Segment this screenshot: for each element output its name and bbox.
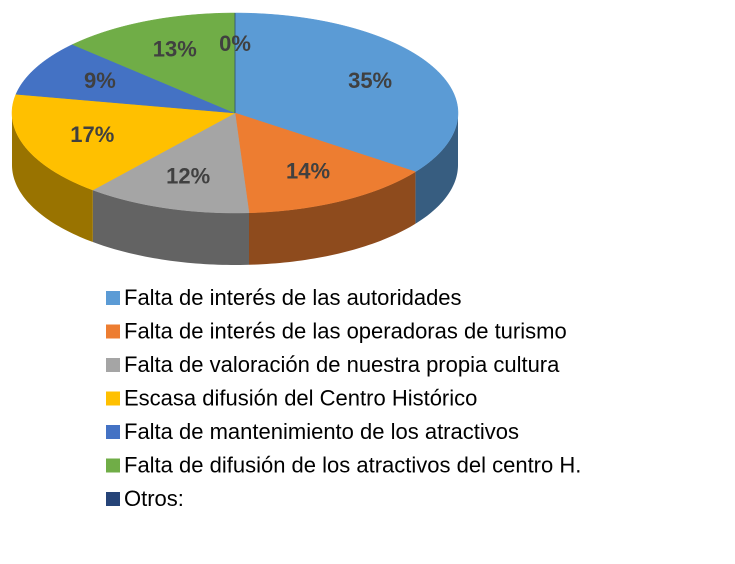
slice: [11, 93, 236, 191]
slice: [92, 112, 250, 214]
data-label: 12%: [166, 163, 210, 188]
data-label: 14%: [286, 158, 330, 183]
slice: [234, 112, 417, 214]
slice-side: [415, 113, 458, 224]
data-label: 9%: [84, 68, 116, 93]
data-label: 0%: [219, 31, 251, 56]
slice-side: [92, 190, 250, 265]
legend-label: Falta de difusión de los atractivos del …: [124, 452, 581, 477]
legend-swatch: [106, 291, 120, 305]
slice: [71, 12, 236, 114]
slice: [234, 12, 459, 173]
legend-swatch: [106, 324, 120, 339]
legend-swatch: [106, 425, 120, 439]
legend-label: Falta de interés de las operadoras de tu…: [124, 318, 567, 343]
legend-label: Falta de interés de las autoridades: [124, 285, 462, 310]
legend-label: Falta de valoración de nuestra propia cu…: [124, 352, 560, 377]
data-label: 13%: [153, 36, 197, 61]
legend-swatch: [106, 358, 120, 372]
legend-label: Falta de mantenimiento de los atractivos: [124, 419, 519, 444]
data-label: 35%: [348, 68, 392, 93]
data-label: 17%: [70, 122, 114, 147]
legend-label: Otros:: [124, 486, 184, 511]
legend-label: Escasa difusión del Centro Histórico: [124, 385, 477, 410]
legend-swatch: [106, 492, 120, 506]
slice: [15, 44, 236, 114]
slice-side: [249, 171, 416, 265]
legend-swatch: [106, 391, 120, 406]
slice-side: [12, 113, 93, 243]
legend-swatch: [106, 458, 120, 473]
